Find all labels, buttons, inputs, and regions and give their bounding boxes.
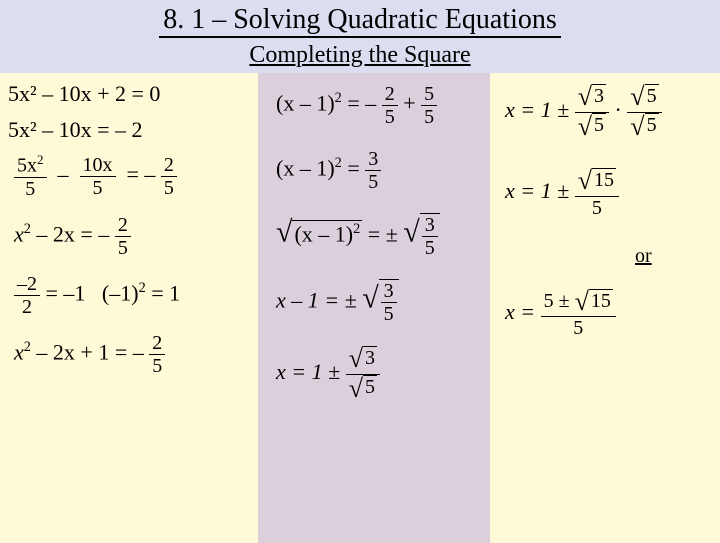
eq-x-minus-1: x – 1 = ± √35	[276, 279, 490, 325]
column-middle: (x – 1)2 = – 25 + 55 (x – 1)2 = 35 √(x –…	[258, 73, 490, 543]
column-right: x = 1 ± √3 √5 · √5 √5 x = 1 ± √15 5 or x…	[495, 73, 715, 365]
eq-factored-combine: (x – 1)2 = – 25 + 55	[276, 83, 490, 128]
content-area: 5x² – 10x + 2 = 0 5x² – 10x = – 2 5x25 –…	[0, 73, 720, 543]
eq-add-one: x2 – 2x + 1 = – 25	[14, 332, 253, 377]
header-bar: 8. 1 – Solving Quadratic Equations	[0, 0, 720, 40]
eq-final-1: x = 1 ± √15 5	[505, 167, 715, 219]
eq-x-equals: x = 1 ± √3 √5	[276, 345, 490, 403]
subtitle-bar: Completing the Square	[0, 40, 720, 73]
eq-moved-constant: 5x² – 10x = – 2	[8, 117, 253, 143]
column-left: 5x² – 10x + 2 = 0 5x² – 10x = – 2 5x25 –…	[8, 73, 253, 391]
eq-simplified: x2 – 2x = – 25	[14, 214, 253, 259]
eq-half-b-squared: –22 = –1 (–1)2 = 1	[14, 273, 253, 318]
or-label: or	[635, 245, 715, 268]
eq-factored-simplified: (x – 1)2 = 35	[276, 148, 490, 193]
eq-take-sqrt: √(x – 1)2 = ± √35	[276, 213, 490, 259]
eq-divide-by-5: 5x25 – 10x5 = – 25	[14, 153, 253, 200]
eq-final-2: x = 5 ± √15 5	[505, 288, 715, 340]
eq-original: 5x² – 10x + 2 = 0	[8, 81, 253, 107]
eq-rationalize: x = 1 ± √3 √5 · √5 √5	[505, 83, 715, 141]
page-title: 8. 1 – Solving Quadratic Equations	[159, 4, 561, 38]
page-subtitle: Completing the Square	[249, 42, 470, 68]
